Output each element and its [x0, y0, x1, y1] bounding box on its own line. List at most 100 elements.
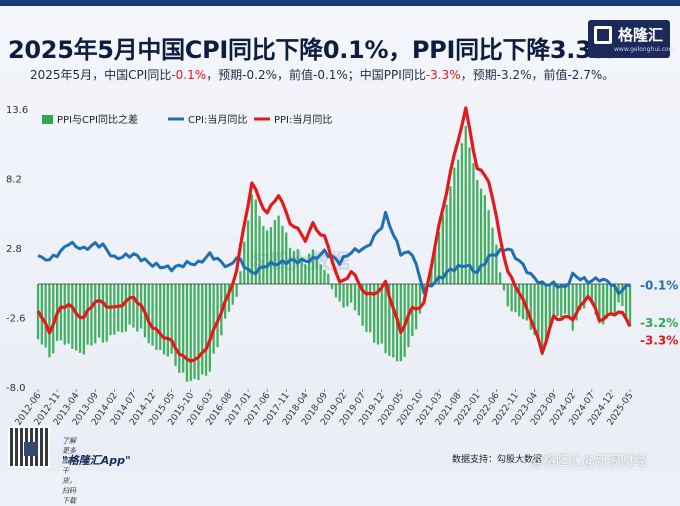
- diff-bar: [384, 284, 387, 354]
- diff-bar: [495, 244, 498, 285]
- diff-bar: [40, 284, 43, 345]
- diff-bar: [373, 284, 376, 343]
- y-tick-label: 13.6: [6, 105, 28, 116]
- diff-bar: [178, 284, 181, 373]
- diff-bar: [281, 225, 284, 284]
- diff-bar: [625, 284, 628, 318]
- diff-bar: [258, 216, 261, 285]
- diff-bar: [151, 284, 154, 346]
- subtitle-value: -0.1%: [171, 68, 207, 82]
- diff-bar: [90, 284, 93, 346]
- diff-bar: [44, 284, 47, 348]
- diff-bar: [48, 284, 51, 358]
- diff-bar: [499, 272, 502, 285]
- diff-bar: [510, 284, 513, 312]
- diff-bar: [75, 284, 78, 351]
- diff-bar: [174, 284, 177, 366]
- subtitle-text: 2025年5月，中国CPI同比: [30, 68, 172, 82]
- diff-bar: [403, 284, 406, 357]
- logo-name: 格隆汇: [618, 26, 664, 44]
- qr-code-icon: [8, 426, 50, 468]
- diff-bar: [59, 284, 63, 341]
- diff-bar: [598, 284, 601, 324]
- diff-bar: [434, 247, 437, 284]
- diff-bar: [292, 251, 296, 285]
- diff-bar: [575, 284, 578, 321]
- diff-bar: [583, 284, 586, 309]
- diff-bar: [262, 226, 265, 285]
- diff-bar: [132, 284, 135, 328]
- diff-bar: [67, 284, 70, 344]
- diff-bar: [231, 284, 234, 305]
- diff-bar: [418, 284, 422, 314]
- diff-bar: [457, 159, 460, 285]
- diff-bar: [357, 284, 360, 316]
- diff-bar: [502, 284, 506, 291]
- diff-bar: [109, 284, 112, 336]
- diff-bar: [399, 284, 402, 362]
- y-tick-label: -2.6: [6, 314, 26, 325]
- diff-bar: [296, 249, 299, 285]
- diff-bar: [529, 284, 532, 330]
- diff-bar: [453, 167, 456, 284]
- legend-label-ppi: PPI:当月同比: [274, 113, 332, 126]
- diff-bar: [388, 284, 391, 356]
- diff-bar: [94, 284, 97, 344]
- diff-bar: [52, 284, 55, 354]
- diff-bar: [319, 264, 322, 285]
- diff-bar: [162, 284, 166, 355]
- cpi-end-label: -0.1%: [640, 278, 678, 292]
- diff-bar: [170, 284, 173, 354]
- diff-bar: [216, 284, 219, 348]
- diff-bar: [105, 284, 108, 342]
- diff-bar: [338, 284, 341, 302]
- cpi-line: [37, 210, 630, 296]
- diff-bar: [266, 230, 269, 284]
- diff-bar: [346, 284, 349, 307]
- diff-bar: [308, 253, 311, 284]
- diff-bar: [193, 284, 196, 379]
- diff-bar: [128, 284, 131, 325]
- diff-bar: [518, 284, 521, 317]
- diff-bar: [323, 269, 326, 284]
- diff-bar: [204, 284, 208, 376]
- diff-bar: [235, 284, 238, 297]
- diff-bar: [464, 125, 467, 285]
- diff-bar: [392, 284, 395, 358]
- diff-bar: [514, 284, 517, 313]
- diff-bar: [594, 284, 597, 315]
- diff-bar: [86, 284, 89, 345]
- diff-bar: [185, 284, 189, 382]
- diff-bar: [63, 284, 66, 345]
- diff-bar: [621, 284, 624, 306]
- diff-bar: [567, 284, 570, 318]
- diff-bar: [212, 284, 215, 354]
- diff-bar: [166, 284, 169, 357]
- weibo-watermark: @格隆汇@新浪财经: [530, 454, 648, 469]
- diff-bar: [468, 147, 471, 285]
- diff-bar: [586, 284, 590, 298]
- legend-label-cpi: CPI:当月同比: [188, 113, 247, 126]
- brand-logo: 格隆汇 www.gelonghui.com: [588, 20, 675, 58]
- diff-bar: [590, 284, 593, 305]
- diff-bar: [533, 284, 536, 336]
- diff-bar: [254, 199, 257, 284]
- diff-bar: [243, 241, 246, 284]
- diff-bar: [602, 284, 605, 325]
- diff-bar: [285, 232, 288, 285]
- diff-bar: [628, 284, 632, 326]
- diff-bar: [487, 210, 490, 284]
- subtitle-value: -3.3%: [425, 68, 461, 82]
- diff-bar: [113, 284, 116, 335]
- diff-bar: [120, 284, 124, 333]
- diff-bar: [376, 284, 380, 345]
- ppi-line: [36, 106, 632, 363]
- diff-bar: [415, 284, 418, 330]
- diff-bar: [311, 249, 315, 284]
- diff-bar: [613, 284, 616, 314]
- diff-bar: [571, 284, 574, 331]
- legend-label-diff: PPI与CPI同比之差: [57, 113, 138, 126]
- diff-bar: [609, 284, 613, 313]
- diff-bar: [250, 194, 253, 284]
